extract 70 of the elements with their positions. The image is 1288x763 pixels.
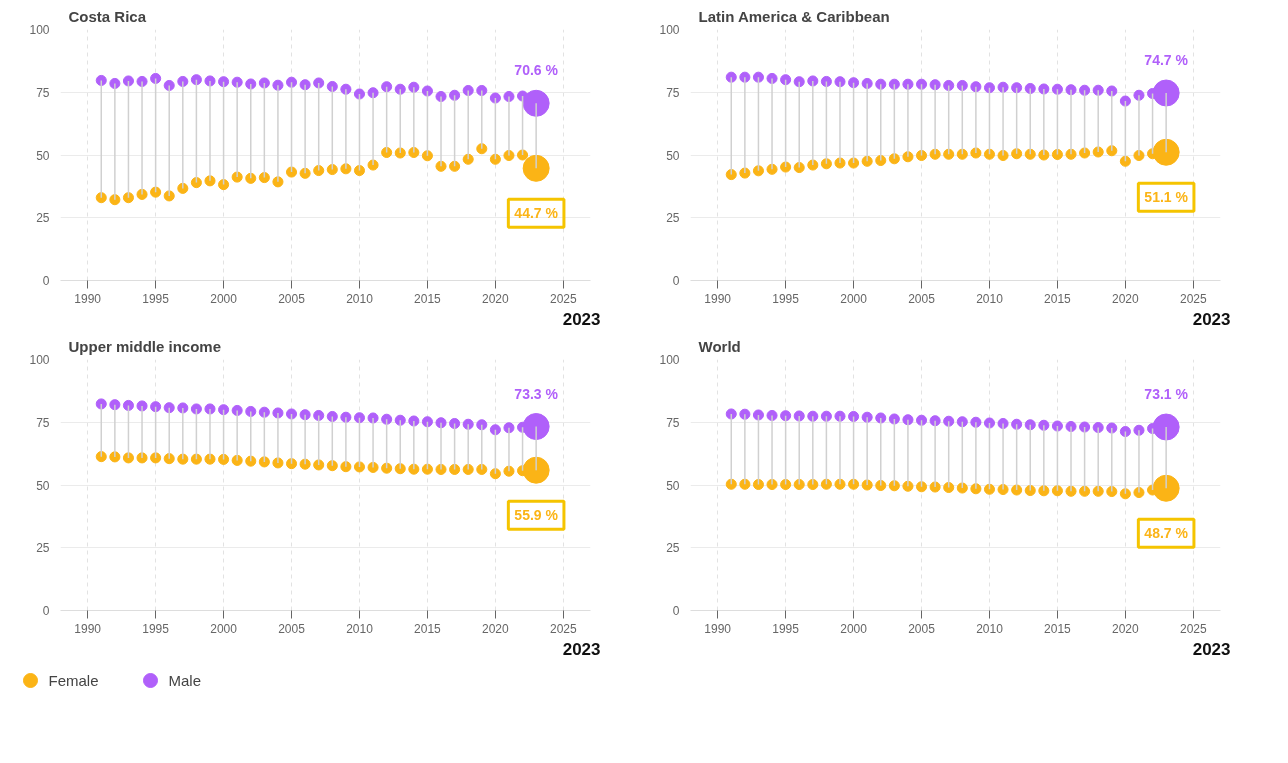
data-label: 55.9 % xyxy=(514,507,559,524)
data-label: 70.6 % xyxy=(514,62,559,79)
x-tick-label: 2000 xyxy=(210,621,238,636)
x-tick-label: 2005 xyxy=(908,621,936,636)
y-tick-label: 0 xyxy=(672,274,680,288)
x-tick-label: 1995 xyxy=(142,621,170,636)
y-tick-label: 0 xyxy=(672,604,680,618)
x-tick-label: 2005 xyxy=(278,621,306,636)
y-tick-label: 100 xyxy=(29,353,50,367)
x-tick-label: 2025 xyxy=(549,291,577,306)
y-tick-label: 75 xyxy=(666,415,680,430)
text: 2023 xyxy=(562,639,601,659)
text: 2023 xyxy=(562,309,601,329)
chart-title: World xyxy=(698,337,741,355)
x-tick-label: 2025 xyxy=(549,621,577,636)
data-label: 73.1 % xyxy=(1144,386,1189,403)
chart-title: Latin America & Caribbean xyxy=(698,7,890,25)
data-label: 48.7 % xyxy=(1144,525,1189,542)
x-tick-label: 2005 xyxy=(278,291,306,306)
x-tick-label: 2000 xyxy=(840,621,868,636)
x-tick-label: 1990 xyxy=(704,291,732,306)
y-tick-label: 50 xyxy=(36,148,50,163)
y-tick-label: 0 xyxy=(42,274,50,288)
x-tick-label: 2015 xyxy=(414,621,442,636)
text: 2023 xyxy=(1192,639,1231,659)
x-tick-label: 2000 xyxy=(840,291,868,306)
y-tick-label: 50 xyxy=(666,478,680,493)
data-label: 44.7 % xyxy=(514,205,559,222)
x-tick-label: 2025 xyxy=(1179,621,1207,636)
x-tick-label: 2010 xyxy=(976,621,1004,636)
x-tick-label: 2020 xyxy=(482,621,510,636)
x-tick-label: 2020 xyxy=(1112,621,1140,636)
y-tick-label: 50 xyxy=(666,148,680,163)
legend-label: Female xyxy=(48,672,99,689)
x-tick-label: 2020 xyxy=(1112,291,1140,306)
y-tick-label: 25 xyxy=(36,211,50,226)
chart-title: Upper middle income xyxy=(68,337,222,355)
legend-label: Male xyxy=(168,672,202,689)
x-tick-label: 1995 xyxy=(142,291,170,306)
x-tick-label: 2005 xyxy=(908,291,936,306)
x-tick-label: 1990 xyxy=(74,291,102,306)
x-tick-label: 2015 xyxy=(414,291,442,306)
data-label: 74.7 % xyxy=(1144,52,1189,68)
x-tick-label: 2015 xyxy=(1044,621,1072,636)
y-tick-label: 25 xyxy=(36,541,50,556)
x-tick-label: 2015 xyxy=(1044,291,1072,306)
chart-title: Costa Rica xyxy=(68,7,147,25)
text: 2023 xyxy=(1192,309,1231,329)
x-tick-label: 2010 xyxy=(976,291,1004,306)
x-tick-label: 2020 xyxy=(482,291,510,306)
y-tick-label: 75 xyxy=(36,415,50,430)
y-tick-label: 25 xyxy=(666,211,680,226)
data-label: 73.3 % xyxy=(514,385,559,402)
x-tick-label: 2025 xyxy=(1179,291,1207,306)
x-tick-label: 1990 xyxy=(74,621,102,636)
y-tick-label: 75 xyxy=(666,85,680,100)
y-tick-label: 100 xyxy=(29,23,50,37)
x-tick-label: 1995 xyxy=(772,621,800,636)
y-tick-label: 0 xyxy=(42,604,50,618)
x-tick-label: 1995 xyxy=(772,291,800,306)
x-tick-label: 1990 xyxy=(704,621,732,636)
y-tick-label: 100 xyxy=(659,23,680,37)
y-tick-label: 25 xyxy=(666,541,680,556)
x-tick-label: 2010 xyxy=(346,621,374,636)
x-tick-label: 2000 xyxy=(210,291,238,306)
y-tick-label: 75 xyxy=(36,85,50,100)
data-label: 51.1 % xyxy=(1144,189,1189,206)
y-tick-label: 100 xyxy=(659,353,680,367)
x-tick-label: 2010 xyxy=(346,291,374,306)
y-tick-label: 50 xyxy=(36,478,50,493)
